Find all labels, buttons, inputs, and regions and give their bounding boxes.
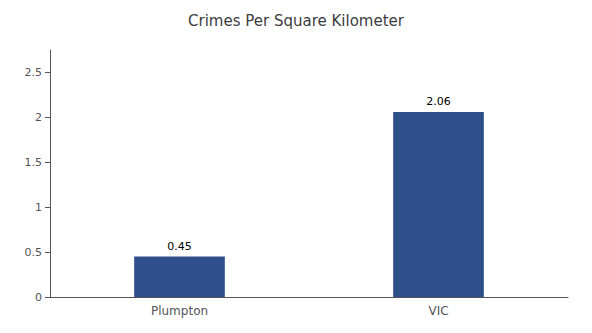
- svg-text:2: 2: [35, 111, 42, 124]
- svg-text:2.06: 2.06: [426, 95, 451, 108]
- svg-text:2.5: 2.5: [25, 66, 43, 79]
- svg-text:0.45: 0.45: [167, 240, 192, 253]
- svg-text:VIC: VIC: [428, 304, 448, 318]
- svg-text:1: 1: [35, 201, 42, 214]
- svg-text:Plumpton: Plumpton: [151, 304, 208, 318]
- svg-text:0.5: 0.5: [25, 246, 43, 259]
- svg-text:1.5: 1.5: [25, 156, 43, 169]
- svg-text:0: 0: [35, 291, 42, 304]
- svg-text:Crimes Per Square Kilometer: Crimes Per Square Kilometer: [188, 12, 405, 30]
